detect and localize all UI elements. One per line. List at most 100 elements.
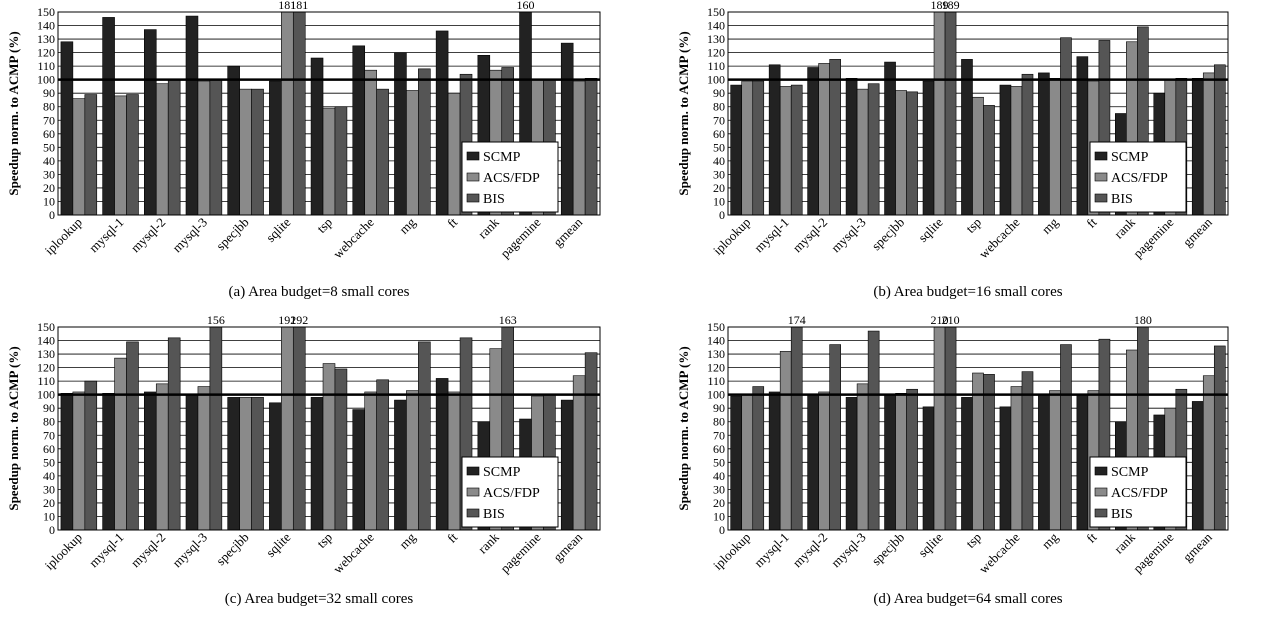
y-tick-label: 20 [713,181,725,195]
legend-label: SCMP [483,150,521,165]
bar [167,79,181,215]
bar [829,344,841,530]
bar [239,88,252,215]
bar [961,59,973,215]
legend-label: SCMP [1111,465,1149,480]
bar [730,84,743,215]
y-tick-label: 130 [37,347,55,361]
bar [322,363,336,530]
bar [251,88,264,215]
y-tick-label: 110 [707,374,725,388]
y-tick-label: 80 [43,415,55,429]
y-tick-label: 30 [43,167,55,181]
y-tick-label: 100 [707,73,725,87]
bar [1076,394,1089,530]
legend-swatch [1094,487,1108,497]
x-tick-label: sqlite [915,529,946,560]
y-tick-label: 100 [37,73,55,87]
bar [447,92,461,215]
y-tick-label: 70 [713,113,725,127]
bar [394,52,407,215]
y-tick-label: 150 [707,5,725,19]
y-tick-label: 50 [713,455,725,469]
bar [197,386,211,530]
y-tick-label: 0 [719,208,725,222]
bar [114,95,127,215]
bar [779,351,792,530]
y-tick-label: 120 [707,361,725,375]
bar [867,83,880,215]
bar [884,61,896,215]
y-tick-label: 50 [43,455,55,469]
bar [1038,394,1050,530]
bar [867,330,880,530]
y-tick-label: 0 [49,523,55,537]
x-tick-label: tsp [963,530,984,551]
bar [818,391,830,530]
y-tick-label: 130 [707,347,725,361]
y-tick-label: 60 [43,442,55,456]
y-tick-label: 80 [713,415,725,429]
bar [102,393,115,530]
bar [999,406,1012,530]
plot-frame [57,326,601,531]
legend-swatch [1094,172,1108,182]
bar [394,399,407,530]
legend: SCMP ACS/FDP BIS [461,141,559,213]
y-tick-label: 100 [37,388,55,402]
bars [60,12,598,215]
legend-swatch [466,487,480,497]
bar [1010,86,1023,215]
bar [961,397,973,530]
x-tick-label: pagemine [1130,214,1177,261]
caption: (a) Area budget=8 small cores [229,284,410,300]
bar [352,45,366,215]
legend-label: SCMP [1111,150,1149,165]
bar [292,12,306,215]
x-tick-label: ft [444,214,460,230]
x-tick-label: mg [1039,214,1062,237]
bar [1202,72,1215,215]
bar [227,397,240,530]
caption: (d) Area budget=64 small cores [873,591,1062,607]
bar [334,106,348,215]
bar [983,374,995,530]
bar [209,79,223,215]
x-tick-label: mysql-1 [86,530,127,571]
bar [251,397,264,530]
bar [501,327,514,530]
bar [322,107,336,215]
y-tick-label: 20 [43,181,55,195]
x-tick-label: sqlite [263,214,294,245]
legend-swatch [1094,508,1108,518]
y-tick-label: 60 [713,442,725,456]
x-tick-label: mysql-3 [828,530,869,571]
x-tick-label: gmean [1180,529,1215,564]
y-tick-label: 70 [43,113,55,127]
bar [818,63,830,215]
bar [435,378,449,530]
bar [72,391,86,530]
y-tick-label: 140 [707,334,725,348]
bar [167,337,181,530]
bar [126,94,139,215]
bar [922,80,935,215]
bar [197,80,211,215]
bar [376,88,389,215]
x-tick-label: mysql-3 [169,530,210,571]
y-tick-label: 90 [713,86,725,100]
x-tick-label: mysql-2 [128,530,169,571]
bar [364,391,377,530]
y-tick-label: 100 [707,388,725,402]
legend-swatch [466,172,480,182]
plot-frame [727,326,1229,531]
bar [281,327,294,530]
bar [209,327,223,530]
bar [972,372,984,530]
bar [845,78,858,215]
bar [310,57,324,215]
bar [155,83,169,215]
bar [114,357,127,530]
